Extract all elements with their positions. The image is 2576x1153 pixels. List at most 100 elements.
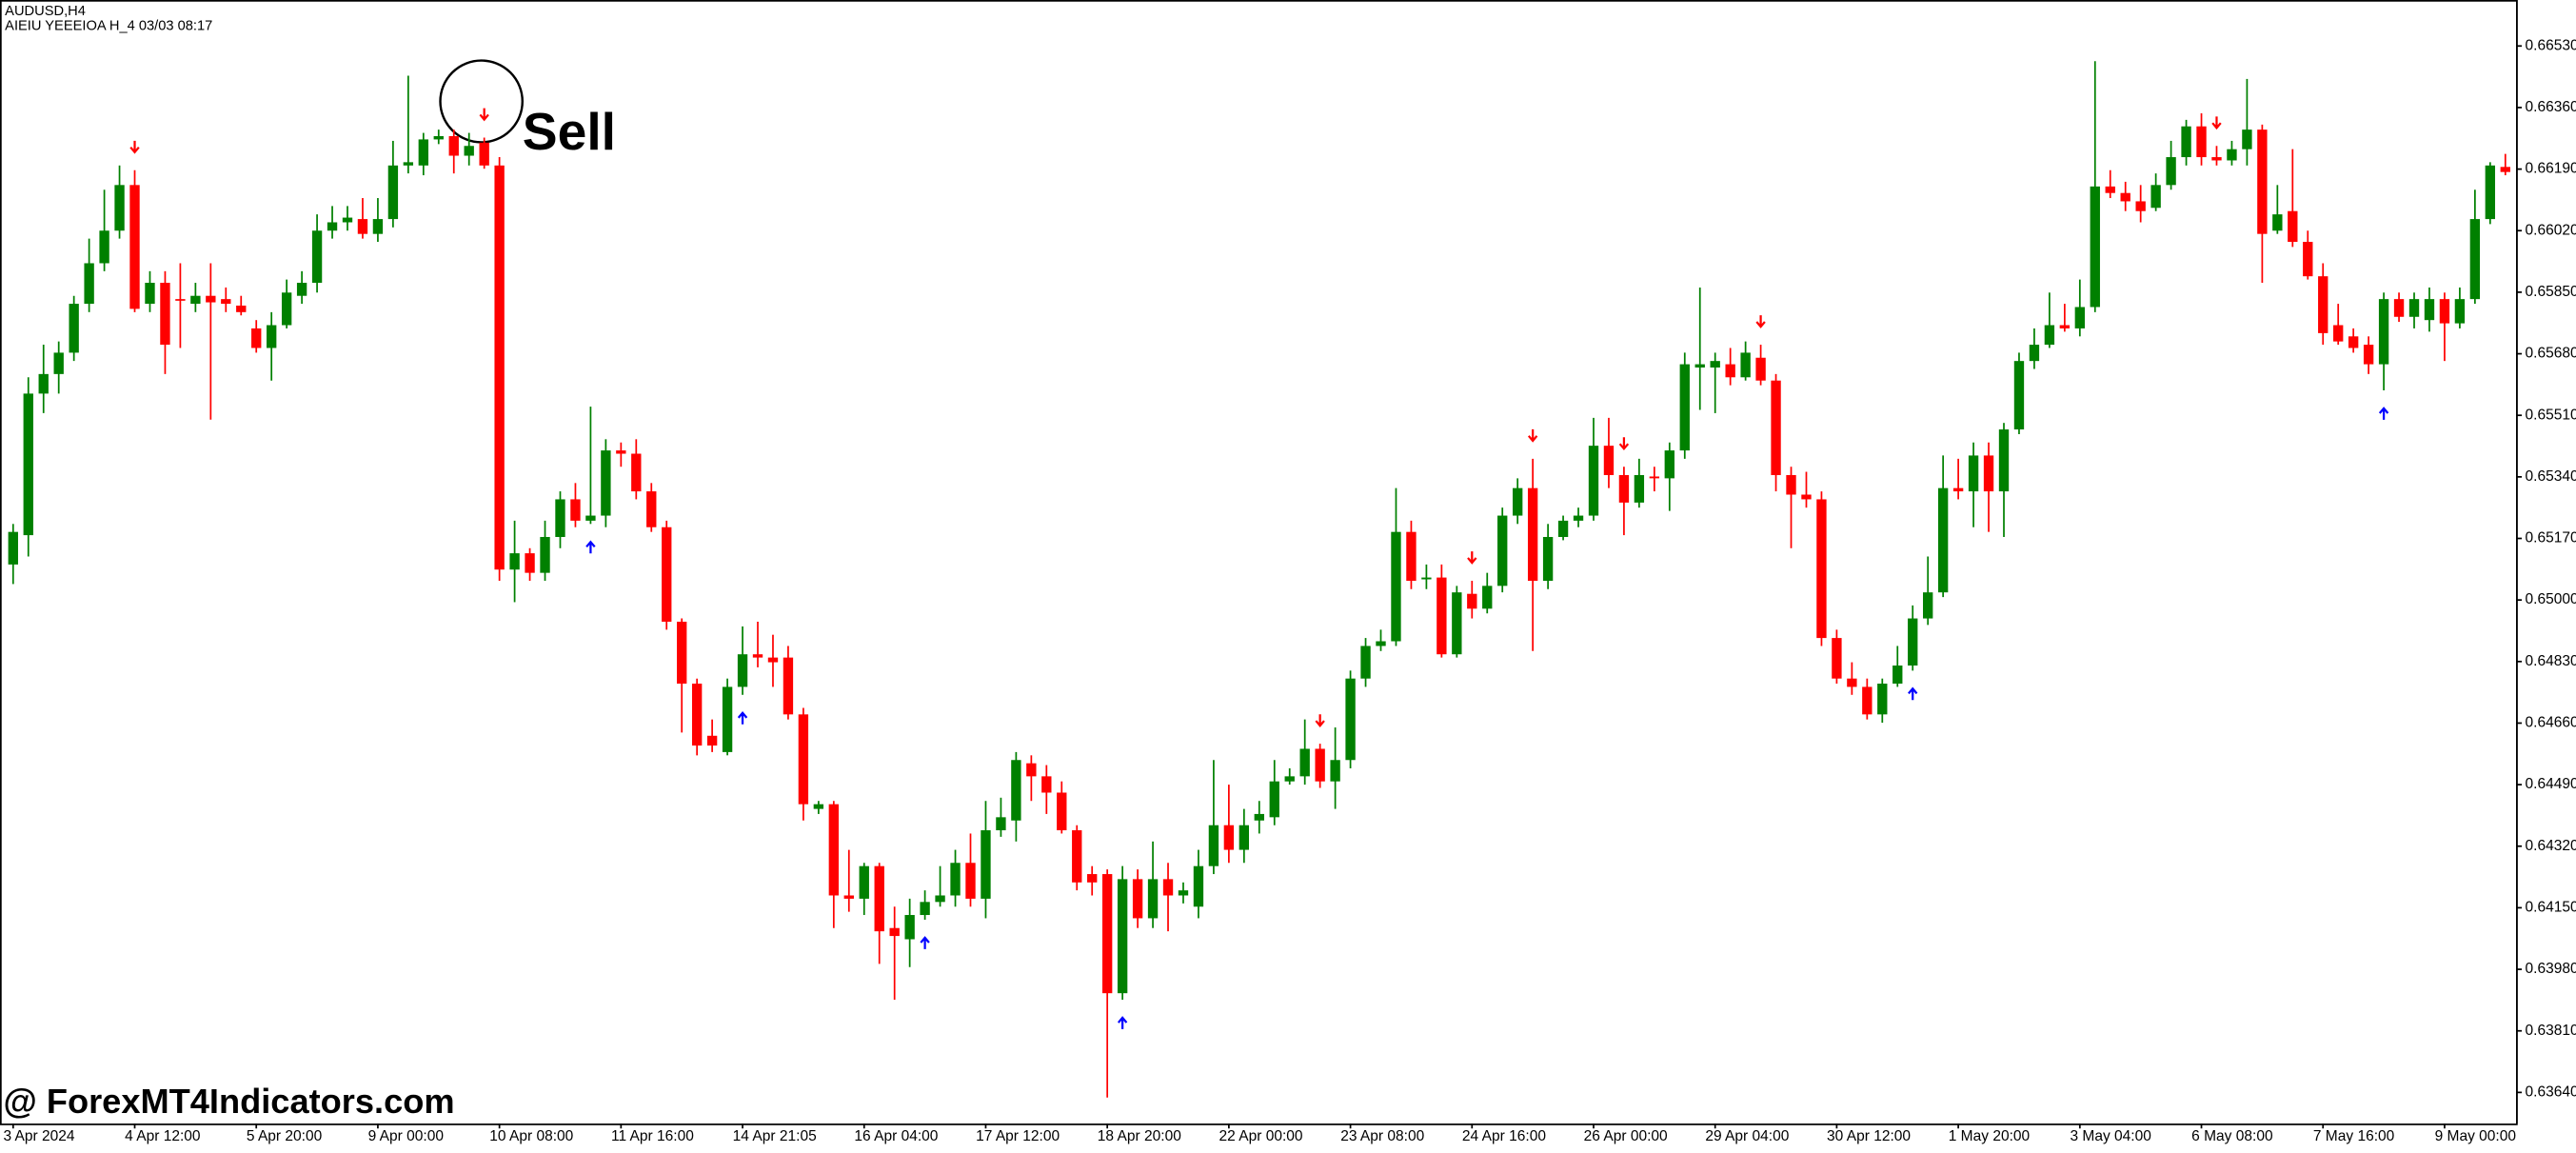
- x-tick-label: 1 May 20:00: [1949, 1128, 2030, 1144]
- y-tick-label: 0.63810: [2526, 1023, 2576, 1039]
- candle-body: [1771, 380, 1781, 475]
- candle-body: [38, 373, 49, 394]
- chart-title: AUDUSD,H4: [5, 4, 86, 19]
- candle-body: [1132, 879, 1143, 919]
- candle-body: [145, 283, 155, 305]
- candle-body: [1315, 748, 1325, 782]
- candle-body: [509, 553, 520, 570]
- candle-body: [23, 393, 33, 536]
- buy-arrow: [1908, 686, 1918, 701]
- candle-body: [448, 135, 459, 156]
- candle-body: [783, 657, 794, 715]
- candle-body: [221, 299, 231, 305]
- candle-body: [920, 902, 930, 916]
- watermark: @ ForexMT4Indicators.com: [3, 1082, 454, 1121]
- candle-body: [859, 865, 869, 899]
- candle-body: [372, 219, 384, 234]
- candle-body: [1101, 874, 1113, 994]
- candle-body: [752, 654, 763, 658]
- sell-arrow: [1618, 437, 1630, 451]
- candle-body: [8, 531, 18, 565]
- y-tick-label: 0.66020: [2526, 222, 2576, 238]
- candle-body: [1345, 678, 1356, 761]
- plot-frame: [0, 0, 2518, 1125]
- candle-body: [950, 863, 961, 896]
- x-tick-label: 18 Apr 20:00: [1098, 1128, 1181, 1144]
- candle-body: [53, 352, 64, 374]
- candle-body: [981, 830, 991, 899]
- candle-body: [1162, 879, 1174, 896]
- candle-body: [935, 895, 945, 903]
- candle-body: [236, 305, 247, 312]
- x-tick-label: 3 Apr 2024: [3, 1128, 74, 1144]
- sell-arrow: [1467, 551, 1477, 565]
- candle-body: [418, 139, 428, 166]
- candle-body: [281, 292, 292, 326]
- candle-body: [129, 185, 140, 309]
- x-tick-label: 9 Apr 00:00: [368, 1128, 444, 1144]
- candle-body: [706, 735, 718, 746]
- x-tick-label: 3 May 04:00: [2070, 1128, 2150, 1144]
- y-tick-label: 0.63980: [2526, 961, 2576, 977]
- candle-body: [1862, 686, 1873, 715]
- y-tick-label: 0.66190: [2526, 161, 2576, 177]
- candle-body: [1649, 476, 1660, 479]
- sell-arrow: [479, 108, 489, 122]
- y-tick-label: 0.63640: [2526, 1083, 2576, 1100]
- candle-body: [525, 553, 535, 573]
- candle-body: [387, 165, 399, 220]
- candle-body: [1740, 352, 1751, 378]
- candle-body: [251, 328, 262, 348]
- candle-body: [1968, 455, 1979, 492]
- candle-body: [1618, 474, 1630, 503]
- candle-body: [1011, 760, 1021, 821]
- sell-arrow: [1527, 428, 1538, 443]
- candle-body: [2454, 299, 2466, 324]
- y-tick-label: 0.64660: [2526, 715, 2576, 731]
- candle-body: [2211, 157, 2222, 161]
- candle-body: [1087, 874, 1098, 883]
- x-tick-label: 23 Apr 08:00: [1340, 1128, 1424, 1144]
- candle-body: [1588, 446, 1599, 516]
- sell-arrow: [129, 140, 140, 154]
- buy-arrow: [920, 936, 930, 949]
- candle-body: [479, 142, 489, 166]
- candle-body: [2181, 126, 2191, 158]
- candle-body: [1072, 830, 1082, 883]
- candle-body: [1421, 577, 1432, 580]
- x-tick-label: 24 Apr 16:00: [1462, 1128, 1546, 1144]
- candle-body: [1467, 593, 1477, 609]
- y-tick-label: 0.65340: [2526, 468, 2576, 485]
- candle-body: [1892, 665, 1903, 685]
- candle-body: [1284, 776, 1295, 782]
- candle-body: [1193, 865, 1204, 907]
- sell-arrow: [2211, 116, 2222, 130]
- candle-body: [737, 654, 748, 687]
- candle-body: [1557, 520, 1569, 537]
- candle-body: [1694, 364, 1705, 368]
- candle-body: [1299, 748, 1310, 777]
- y-tick-label: 0.65680: [2526, 346, 2576, 362]
- x-tick-label: 5 Apr 20:00: [247, 1128, 322, 1144]
- candle-body: [2469, 219, 2481, 300]
- buy-arrow: [2378, 407, 2389, 420]
- candle-body: [1634, 474, 1645, 503]
- candle-body: [555, 499, 565, 537]
- candle-body: [1391, 531, 1401, 642]
- sell-arrow: [1315, 714, 1325, 727]
- candle-body: [2333, 325, 2344, 342]
- candle-body: [1223, 825, 1235, 850]
- candle-body: [965, 863, 976, 899]
- candle-body: [1983, 455, 1994, 492]
- candle-body: [1376, 641, 1386, 646]
- candle-body: [2059, 325, 2071, 328]
- candle-body: [1801, 494, 1812, 500]
- candle-body: [996, 817, 1006, 831]
- candle-body: [1057, 792, 1067, 831]
- x-tick-label: 17 Apr 12:00: [976, 1128, 1060, 1144]
- candle-body: [464, 146, 474, 156]
- candle-body: [2029, 345, 2040, 362]
- candle-body: [296, 283, 307, 296]
